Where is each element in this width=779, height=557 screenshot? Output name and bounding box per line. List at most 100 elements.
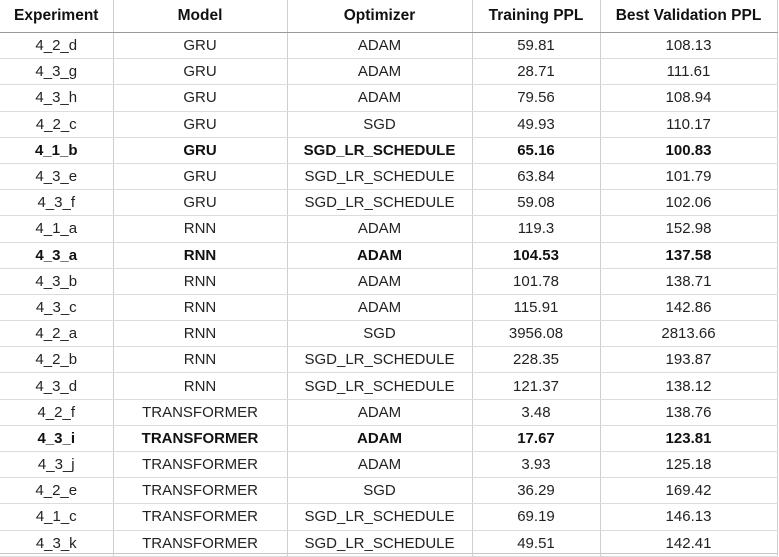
cell-best-validation-ppl[interactable]: 146.13: [600, 503, 778, 531]
cell-model[interactable]: RNN: [113, 294, 288, 322]
cell-experiment[interactable]: 4_3_g: [0, 58, 114, 86]
cell-training-ppl[interactable]: 65.16: [472, 137, 601, 164]
cell-training-ppl[interactable]: 3.93: [472, 451, 601, 479]
cell-training-ppl[interactable]: 121.37: [472, 372, 601, 400]
cell-optimizer[interactable]: SGD_LR_SCHEDULE: [287, 137, 473, 164]
cell-training-ppl[interactable]: 69.19: [472, 503, 601, 531]
cell-optimizer[interactable]: SGD_LR_SCHEDULE: [287, 503, 473, 531]
cell-experiment[interactable]: 4_2_e: [0, 477, 114, 505]
header-experiment[interactable]: Experiment: [0, 0, 114, 33]
cell-model[interactable]: GRU: [113, 163, 288, 191]
cell-model[interactable]: TRANSFORMER: [113, 503, 288, 531]
cell-optimizer[interactable]: SGD_LR_SCHEDULE: [287, 530, 473, 557]
cell-best-validation-ppl[interactable]: 108.94: [600, 84, 778, 112]
cell-experiment[interactable]: 4_3_j: [0, 451, 114, 479]
cell-model[interactable]: TRANSFORMER: [113, 451, 288, 479]
cell-training-ppl[interactable]: 101.78: [472, 268, 601, 295]
cell-experiment[interactable]: 4_2_b: [0, 346, 114, 374]
cell-optimizer[interactable]: ADAM: [287, 398, 473, 426]
cell-optimizer[interactable]: ADAM: [287, 215, 473, 243]
cell-model[interactable]: GRU: [113, 111, 288, 138]
cell-model[interactable]: RNN: [113, 242, 288, 269]
cell-best-validation-ppl[interactable]: 152.98: [600, 215, 778, 243]
cell-training-ppl[interactable]: 115.91: [472, 294, 601, 322]
cell-optimizer[interactable]: SGD_LR_SCHEDULE: [287, 189, 473, 217]
cell-experiment[interactable]: 4_1_c: [0, 503, 114, 531]
header-optimizer[interactable]: Optimizer: [287, 0, 473, 33]
header-best-validation-ppl[interactable]: Best Validation PPL: [600, 0, 778, 33]
cell-optimizer[interactable]: ADAM: [287, 242, 473, 269]
cell-training-ppl[interactable]: 104.53: [472, 242, 601, 269]
cell-model[interactable]: GRU: [113, 84, 288, 112]
cell-best-validation-ppl[interactable]: 142.86: [600, 294, 778, 322]
cell-experiment[interactable]: 4_2_a: [0, 320, 114, 348]
cell-experiment[interactable]: 4_2_f: [0, 398, 114, 426]
cell-experiment[interactable]: 4_3_b: [0, 268, 114, 295]
cell-best-validation-ppl[interactable]: 111.61: [600, 58, 778, 86]
cell-experiment[interactable]: 4_1_a: [0, 215, 114, 243]
cell-model[interactable]: GRU: [113, 58, 288, 86]
cell-optimizer[interactable]: ADAM: [287, 32, 473, 60]
cell-training-ppl[interactable]: 59.08: [472, 189, 601, 217]
cell-experiment[interactable]: 4_3_f: [0, 189, 114, 217]
cell-training-ppl[interactable]: 59.81: [472, 32, 601, 60]
cell-model[interactable]: TRANSFORMER: [113, 530, 288, 557]
cell-model[interactable]: GRU: [113, 32, 288, 60]
cell-training-ppl[interactable]: 3.48: [472, 398, 601, 426]
cell-best-validation-ppl[interactable]: 102.06: [600, 189, 778, 217]
cell-optimizer[interactable]: SGD_LR_SCHEDULE: [287, 163, 473, 191]
cell-best-validation-ppl[interactable]: 142.41: [600, 530, 778, 557]
header-training-ppl[interactable]: Training PPL: [472, 0, 601, 33]
cell-experiment[interactable]: 4_3_a: [0, 242, 114, 269]
cell-model[interactable]: TRANSFORMER: [113, 477, 288, 505]
cell-training-ppl[interactable]: 3956.08: [472, 320, 601, 348]
cell-model[interactable]: RNN: [113, 215, 288, 243]
cell-model[interactable]: TRANSFORMER: [113, 398, 288, 426]
cell-model[interactable]: TRANSFORMER: [113, 425, 288, 453]
cell-experiment[interactable]: 4_1_b: [0, 137, 114, 164]
cell-optimizer[interactable]: SGD_LR_SCHEDULE: [287, 372, 473, 400]
cell-model[interactable]: RNN: [113, 372, 288, 400]
cell-training-ppl[interactable]: 79.56: [472, 84, 601, 112]
cell-best-validation-ppl[interactable]: 169.42: [600, 477, 778, 505]
cell-optimizer[interactable]: ADAM: [287, 294, 473, 322]
cell-best-validation-ppl[interactable]: 138.12: [600, 372, 778, 400]
cell-best-validation-ppl[interactable]: 123.81: [600, 425, 778, 453]
header-model[interactable]: Model: [113, 0, 288, 33]
cell-experiment[interactable]: 4_2_d: [0, 32, 114, 60]
cell-training-ppl[interactable]: 49.93: [472, 111, 601, 138]
cell-experiment[interactable]: 4_3_k: [0, 530, 114, 557]
cell-best-validation-ppl[interactable]: 108.13: [600, 32, 778, 60]
cell-model[interactable]: RNN: [113, 320, 288, 348]
cell-optimizer[interactable]: ADAM: [287, 84, 473, 112]
cell-model[interactable]: RNN: [113, 268, 288, 295]
cell-training-ppl[interactable]: 119.3: [472, 215, 601, 243]
cell-best-validation-ppl[interactable]: 193.87: [600, 346, 778, 374]
cell-best-validation-ppl[interactable]: 138.71: [600, 268, 778, 295]
cell-training-ppl[interactable]: 63.84: [472, 163, 601, 191]
cell-experiment[interactable]: 4_3_e: [0, 163, 114, 191]
cell-optimizer[interactable]: SGD: [287, 320, 473, 348]
cell-optimizer[interactable]: ADAM: [287, 268, 473, 295]
cell-optimizer[interactable]: SGD: [287, 477, 473, 505]
cell-best-validation-ppl[interactable]: 101.79: [600, 163, 778, 191]
cell-experiment[interactable]: 4_3_c: [0, 294, 114, 322]
cell-training-ppl[interactable]: 17.67: [472, 425, 601, 453]
cell-optimizer[interactable]: SGD: [287, 111, 473, 138]
cell-experiment[interactable]: 4_3_h: [0, 84, 114, 112]
cell-experiment[interactable]: 4_2_c: [0, 111, 114, 138]
cell-best-validation-ppl[interactable]: 137.58: [600, 242, 778, 269]
cell-training-ppl[interactable]: 228.35: [472, 346, 601, 374]
cell-model[interactable]: GRU: [113, 137, 288, 164]
cell-best-validation-ppl[interactable]: 110.17: [600, 111, 778, 138]
cell-training-ppl[interactable]: 28.71: [472, 58, 601, 86]
cell-optimizer[interactable]: ADAM: [287, 425, 473, 453]
cell-optimizer[interactable]: ADAM: [287, 58, 473, 86]
cell-experiment[interactable]: 4_3_d: [0, 372, 114, 400]
cell-training-ppl[interactable]: 36.29: [472, 477, 601, 505]
cell-best-validation-ppl[interactable]: 138.76: [600, 398, 778, 426]
cell-best-validation-ppl[interactable]: 2813.66: [600, 320, 778, 348]
cell-optimizer[interactable]: ADAM: [287, 451, 473, 479]
cell-model[interactable]: GRU: [113, 189, 288, 217]
cell-training-ppl[interactable]: 49.51: [472, 530, 601, 557]
